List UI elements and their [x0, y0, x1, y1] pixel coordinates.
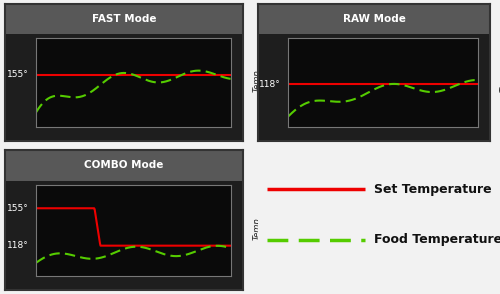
Text: Set Temperature: Set Temperature	[374, 183, 492, 196]
Text: Temp: Temp	[252, 217, 262, 240]
Text: Time: Time	[113, 152, 135, 161]
Text: COMBO Mode: COMBO Mode	[84, 161, 164, 171]
Bar	[5, 4, 243, 34]
Bar	[5, 150, 243, 181]
Text: 155°: 155°	[7, 204, 29, 213]
Text: FAST Mode: FAST Mode	[92, 14, 156, 24]
Text: Temp: Temp	[252, 69, 262, 92]
Text: 118°: 118°	[260, 80, 281, 89]
Text: 118°: 118°	[7, 241, 29, 250]
Bar	[258, 4, 490, 34]
Text: RAW Mode: RAW Mode	[342, 14, 406, 24]
Text: Time: Time	[363, 152, 385, 161]
Text: 155°: 155°	[7, 70, 29, 79]
Text: Food Temperature: Food Temperature	[374, 233, 500, 246]
